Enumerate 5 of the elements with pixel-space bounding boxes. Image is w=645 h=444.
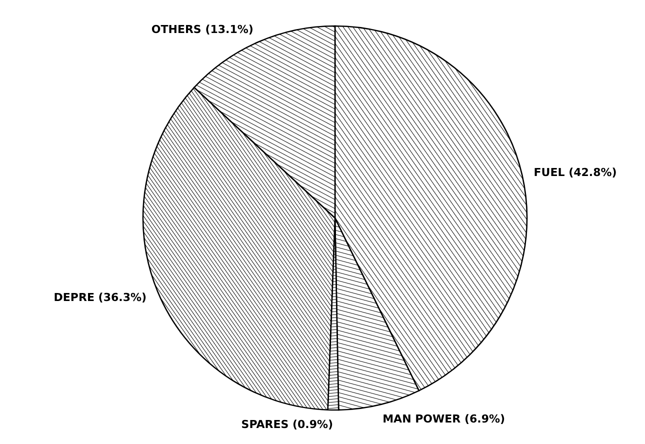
slice-label: DEPRE (36.3%) — [54, 290, 147, 304]
slice-label: OTHERS (13.1%) — [151, 23, 254, 36]
slice-label: FUEL (42.8%) — [534, 166, 617, 179]
slice-label: SPARES (0.9%) — [241, 418, 334, 431]
slice-label: MAN POWER (6.9%) — [382, 412, 506, 426]
